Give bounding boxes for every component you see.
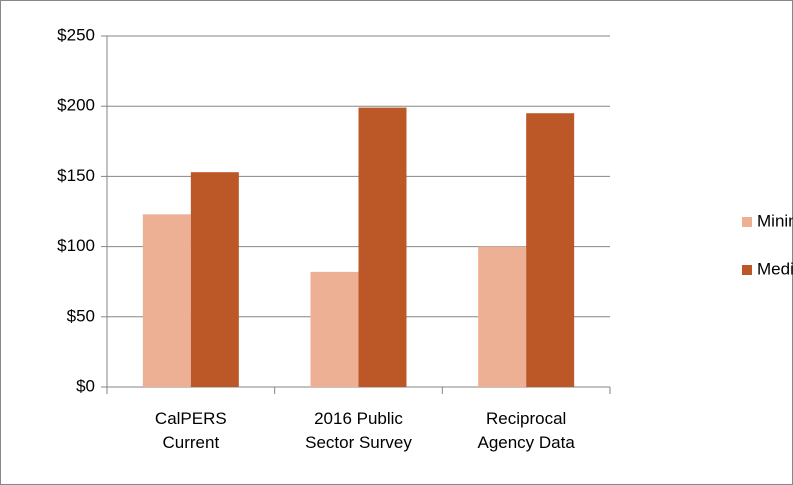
bar	[190, 172, 239, 387]
bar	[526, 113, 575, 387]
legend-label: Median	[757, 259, 793, 278]
legend-swatch	[742, 265, 752, 275]
bar	[478, 246, 527, 387]
x-tick-label: CalPERS Current	[154, 409, 227, 452]
bar	[358, 107, 407, 387]
bar	[142, 214, 191, 387]
legend-label: Minimum	[757, 211, 793, 230]
y-tick-label: $100	[57, 236, 95, 255]
y-tick-label: $50	[67, 306, 95, 325]
y-tick-label: $250	[57, 25, 95, 44]
x-tick-label: 2016 Public Sector Survey	[305, 409, 412, 452]
legend-swatch	[742, 217, 752, 227]
bar	[310, 271, 359, 387]
y-tick-label: $150	[57, 166, 95, 185]
x-tick-label: Reciprocal Agency Data	[477, 409, 575, 452]
y-tick-label: $0	[76, 376, 95, 395]
y-tick-label: $200	[57, 96, 95, 115]
